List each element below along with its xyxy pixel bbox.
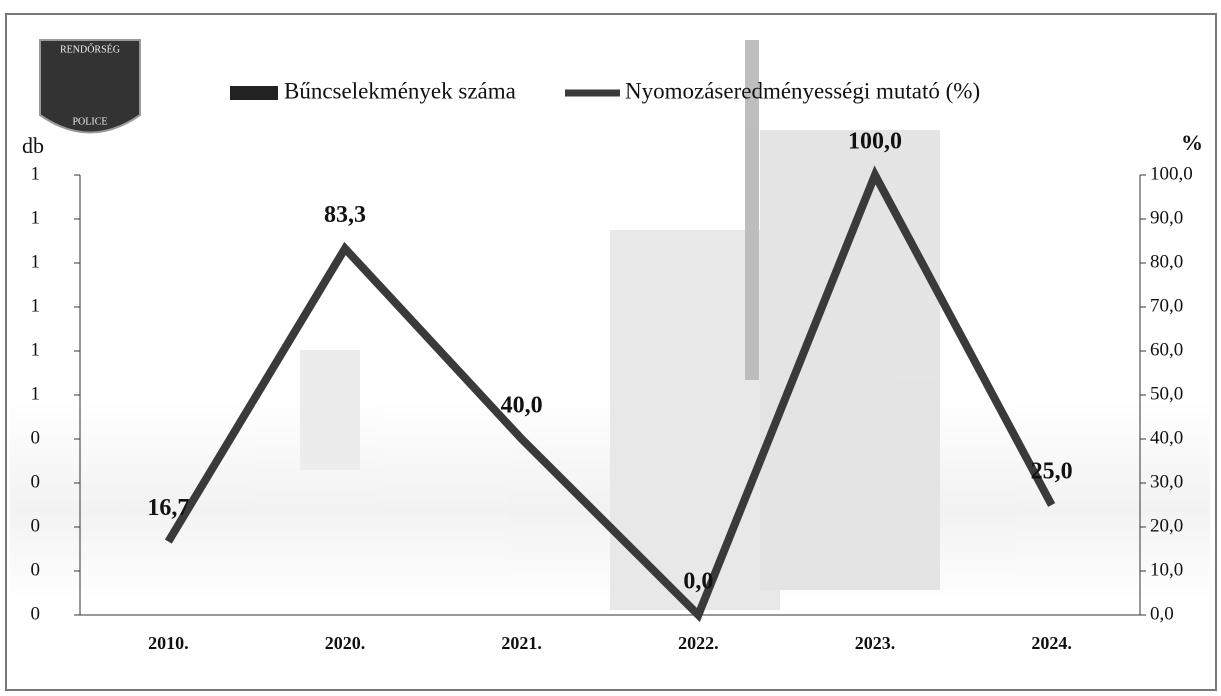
y2-tick-label: 80,0 — [1150, 251, 1183, 272]
data-label: 100,0 — [848, 129, 902, 155]
data-label: 16,7 — [147, 495, 189, 521]
data-label: 40,0 — [501, 393, 543, 419]
y-tick-label: 1 — [31, 207, 41, 228]
y2-tick-label: 60,0 — [1150, 339, 1183, 360]
y2-tick-label: 20,0 — [1150, 515, 1183, 536]
logo: RENDŐRSÉG POLICE — [39, 39, 141, 134]
data-label: 83,3 — [324, 202, 366, 228]
data-label: 0,0 — [683, 569, 713, 595]
data-label: 25,0 — [1031, 459, 1073, 485]
y-tick-label: 0 — [31, 515, 41, 536]
line — [164, 165, 1056, 623]
y2-tick-label: 90,0 — [1150, 207, 1183, 228]
x-tick-label: 2010. — [148, 633, 189, 653]
y-tick-label: 1 — [31, 339, 41, 360]
y2-tick-label: 50,0 — [1150, 383, 1183, 404]
y2-tick-label: 70,0 — [1150, 295, 1183, 316]
x-tick-label: 2021. — [501, 633, 542, 653]
y2-tick-label: 40,0 — [1150, 427, 1183, 448]
legend-label: Bűncselekmények száma — [284, 78, 516, 103]
y2-tick-label: 10,0 — [1150, 559, 1183, 580]
y-tick-label: 0 — [31, 471, 41, 492]
x-tick-label: 2022. — [678, 633, 719, 653]
y-tick-label: 0 — [31, 559, 41, 580]
y-tick-label: 1 — [31, 383, 41, 404]
logo-bottom: POLICE — [73, 116, 108, 127]
y-tick-label: 1 — [31, 163, 41, 184]
y2-axis-title: % — [1181, 130, 1203, 155]
x-tick-label: 2024. — [1031, 633, 1072, 653]
legend-label: Nyomozáseredményességi mutató (%) — [625, 78, 980, 103]
logo-top: RENDŐRSÉG — [60, 43, 120, 55]
y2-tick-label: 0,0 — [1150, 603, 1174, 624]
y-tick-label: 1 — [31, 295, 41, 316]
y-tick-label: 0 — [31, 603, 41, 624]
legend-swatch — [230, 86, 278, 100]
x-tick-label: 2023. — [855, 633, 896, 653]
y2-tick-label: 30,0 — [1150, 471, 1183, 492]
y-tick-label: 1 — [31, 251, 41, 272]
y-axis-title: db — [22, 133, 44, 158]
y-tick-label: 0 — [31, 427, 41, 448]
y2-tick-label: 100,0 — [1150, 163, 1193, 184]
x-tick-label: 2020. — [325, 633, 366, 653]
